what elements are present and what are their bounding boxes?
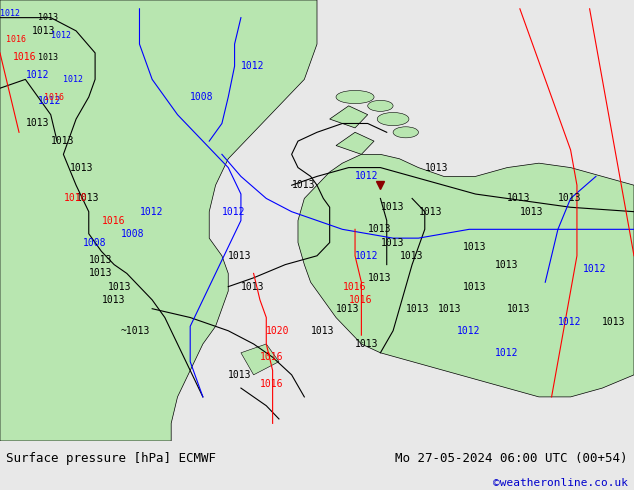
Polygon shape xyxy=(336,132,374,154)
Text: 1012: 1012 xyxy=(355,172,378,181)
Text: 1012: 1012 xyxy=(25,70,49,80)
Text: 1012: 1012 xyxy=(51,31,71,40)
Text: 1012: 1012 xyxy=(456,326,480,336)
Text: 1012: 1012 xyxy=(558,317,581,327)
Text: 1012: 1012 xyxy=(355,251,378,261)
Ellipse shape xyxy=(368,100,393,111)
Text: 1016: 1016 xyxy=(349,295,372,305)
Text: 1013: 1013 xyxy=(463,242,486,252)
Text: 1013: 1013 xyxy=(520,207,543,217)
Text: 1013: 1013 xyxy=(355,339,378,349)
Text: 1013: 1013 xyxy=(108,282,131,292)
Text: 1012: 1012 xyxy=(583,264,607,274)
Text: 1013: 1013 xyxy=(336,304,359,314)
Text: 1013: 1013 xyxy=(241,282,264,292)
Text: 1008: 1008 xyxy=(190,92,214,102)
Text: 1013: 1013 xyxy=(368,224,391,234)
Text: 1013: 1013 xyxy=(38,53,58,62)
Text: 1020: 1020 xyxy=(266,326,290,336)
Text: ©weatheronline.co.uk: ©weatheronline.co.uk xyxy=(493,478,628,488)
Text: 1013: 1013 xyxy=(399,251,423,261)
Text: 1013: 1013 xyxy=(32,26,55,36)
Text: 1013: 1013 xyxy=(437,304,461,314)
Text: 1013: 1013 xyxy=(558,194,581,203)
Text: ~1013: ~1013 xyxy=(120,326,150,336)
Ellipse shape xyxy=(377,112,409,126)
Text: 1013: 1013 xyxy=(38,13,58,22)
Text: 1012: 1012 xyxy=(38,97,61,106)
Text: 1016: 1016 xyxy=(260,352,283,362)
Text: Surface pressure [hPa] ECMWF: Surface pressure [hPa] ECMWF xyxy=(6,452,216,465)
Text: 1010: 1010 xyxy=(63,194,87,203)
Text: 1013: 1013 xyxy=(425,163,448,172)
Text: 1016: 1016 xyxy=(13,52,36,62)
Polygon shape xyxy=(241,344,279,375)
Text: 1008: 1008 xyxy=(82,238,106,247)
Text: 1013: 1013 xyxy=(418,207,442,217)
Ellipse shape xyxy=(393,127,418,138)
Text: 1013: 1013 xyxy=(495,260,518,270)
Text: 1013: 1013 xyxy=(51,136,74,146)
Text: 1016: 1016 xyxy=(44,93,65,101)
Text: 1013: 1013 xyxy=(25,119,49,128)
Text: 1016: 1016 xyxy=(260,379,283,389)
Text: 1013: 1013 xyxy=(602,317,626,327)
Text: 1013: 1013 xyxy=(507,194,531,203)
Text: 1012: 1012 xyxy=(0,9,20,18)
Text: 1012: 1012 xyxy=(222,207,245,217)
Text: 1013: 1013 xyxy=(368,273,391,283)
Polygon shape xyxy=(0,0,317,441)
Text: 1012: 1012 xyxy=(495,348,518,358)
Text: 1013: 1013 xyxy=(380,202,404,212)
Text: 1012: 1012 xyxy=(139,207,163,217)
Text: 1013: 1013 xyxy=(311,326,334,336)
Text: 1016: 1016 xyxy=(342,282,366,292)
Text: 1013: 1013 xyxy=(89,255,112,265)
Text: 1013: 1013 xyxy=(406,304,429,314)
Text: 1016: 1016 xyxy=(101,216,125,225)
Text: 1013: 1013 xyxy=(101,295,125,305)
Text: 1013: 1013 xyxy=(228,370,252,380)
Polygon shape xyxy=(298,154,634,397)
Text: 1013: 1013 xyxy=(228,251,252,261)
Text: 1013: 1013 xyxy=(70,163,93,172)
Text: 1013: 1013 xyxy=(292,180,315,190)
Text: Mo 27-05-2024 06:00 UTC (00+54): Mo 27-05-2024 06:00 UTC (00+54) xyxy=(395,452,628,465)
Text: 1013: 1013 xyxy=(507,304,531,314)
Text: 1008: 1008 xyxy=(120,229,144,239)
Text: 1013: 1013 xyxy=(380,238,404,247)
Polygon shape xyxy=(330,106,368,128)
Text: 1013: 1013 xyxy=(76,194,100,203)
Text: 1016: 1016 xyxy=(6,35,27,44)
Text: 1012: 1012 xyxy=(241,61,264,71)
Text: 1012: 1012 xyxy=(63,75,84,84)
Text: 1013: 1013 xyxy=(89,269,112,278)
Text: 1013: 1013 xyxy=(463,282,486,292)
Ellipse shape xyxy=(336,90,374,103)
